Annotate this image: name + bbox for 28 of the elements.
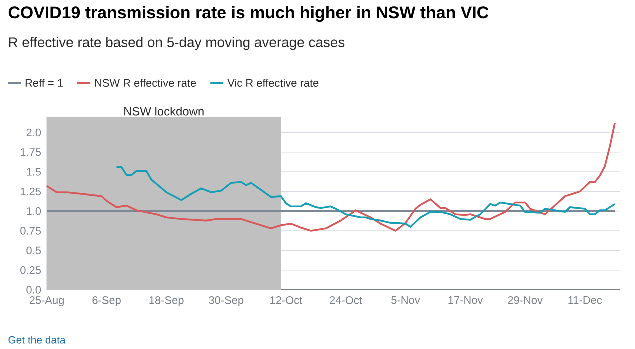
chart-subtitle: R effective rate based on 5-day moving average cases xyxy=(9,37,345,50)
legend-label: NSW R effective rate xyxy=(95,78,196,88)
x-tick-label: 17-Nov xyxy=(448,296,484,304)
x-tick-label: 25-Aug xyxy=(30,296,64,306)
y-tick-label: 0.0 xyxy=(26,286,42,294)
y-tick-label: 2.0 xyxy=(26,128,42,137)
x-tick-label: 11-Dec xyxy=(568,296,602,304)
x-tick-label: 12-Oct xyxy=(270,296,303,304)
legend-label: Reff = 1 xyxy=(26,78,63,88)
x-tick-label: 30-Sep xyxy=(209,296,244,306)
line-series xyxy=(116,166,616,228)
y-tick-label: 0.5 xyxy=(26,246,42,255)
x-tick-label: 18-Sep xyxy=(150,296,184,306)
line-series xyxy=(46,122,616,232)
legend-label: Vic R effective rate xyxy=(228,78,319,88)
text: Get the data xyxy=(8,336,66,344)
y-tick-label: 0.25 xyxy=(20,266,42,274)
x-tick-label: 5-Nov xyxy=(392,296,420,304)
y-tick-label: 0.75 xyxy=(20,227,42,235)
band-label: NSW lockdown xyxy=(124,107,204,116)
x-tick-label: 29-Nov xyxy=(508,296,543,304)
x-tick-label: 24-Oct xyxy=(330,296,362,304)
y-tick-label: 1.75 xyxy=(20,148,42,156)
y-tick-label: 1.0 xyxy=(27,207,42,216)
y-tick-label: 1.25 xyxy=(20,188,42,196)
chart-title: COVID19 transmission rate is much higher in NSW than VIC xyxy=(8,6,489,22)
x-tick-label: 6-Sep xyxy=(92,296,121,306)
y-tick-label: 1.5 xyxy=(27,168,42,176)
